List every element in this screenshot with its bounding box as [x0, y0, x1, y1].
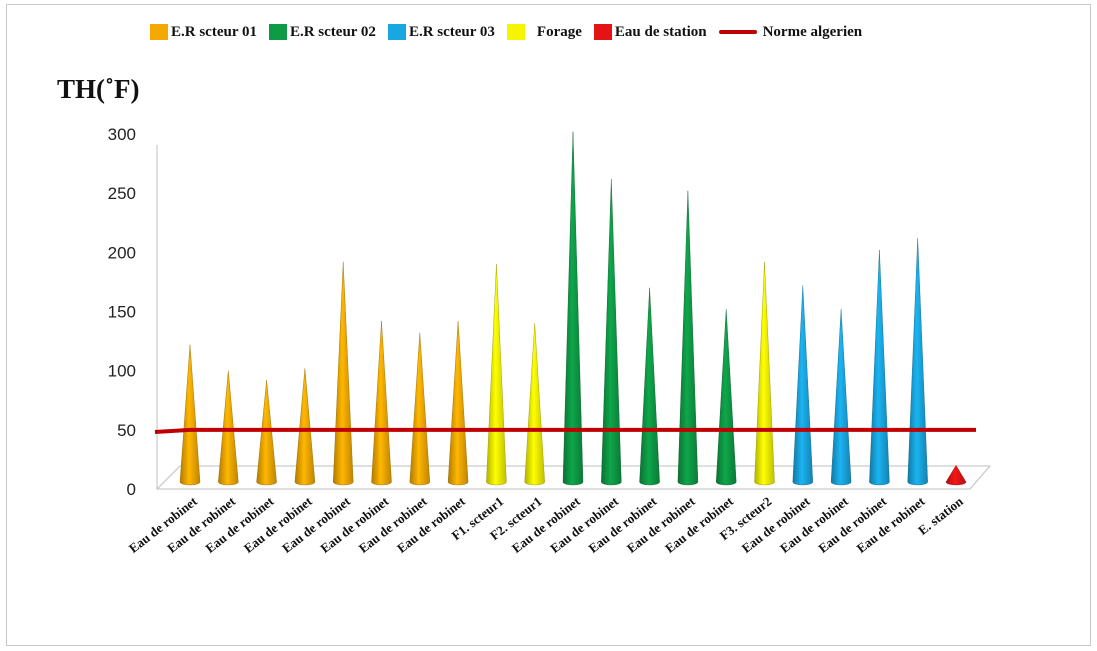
bar: [869, 249, 890, 486]
bar: [715, 309, 737, 486]
y-tick-label: 50: [117, 421, 136, 440]
legend-item-secteur-02: E.R scteur 02: [268, 23, 376, 41]
y-tick-label: 250: [108, 184, 136, 203]
bar: [677, 190, 699, 486]
chart-frame: [6, 4, 1091, 646]
bar: [218, 370, 239, 486]
legend-label-secteur-03: E.R scteur 03: [408, 23, 495, 40]
bar: [371, 320, 392, 486]
y-tick-label: 0: [127, 480, 136, 499]
bar: [447, 320, 469, 486]
bar: [639, 287, 660, 486]
legend-label-norme: Norme algerien: [762, 23, 863, 40]
y-tick-label: 300: [108, 125, 136, 144]
y-tick-label: 200: [108, 243, 136, 262]
legend-item-secteur-03: E.R scteur 03: [387, 23, 495, 41]
legend-label-station: Eau de station: [614, 23, 707, 40]
y-axis-title: TH(˚F): [57, 74, 140, 104]
legend-label-secteur-01: E.R scteur 01: [171, 23, 257, 40]
legend-item-station: Eau de station: [593, 23, 707, 41]
legend-label-forage: Forage: [536, 23, 582, 40]
bar: [830, 309, 852, 486]
bar: [409, 332, 431, 486]
reference-line-norme: [154, 427, 976, 434]
bar: [294, 368, 316, 486]
bar: [601, 178, 622, 486]
legend-item-norme: Norme algerien: [718, 23, 863, 41]
legend-swatch-secteur-03: [387, 24, 406, 40]
legend-label-secteur-02: E.R scteur 02: [289, 23, 376, 40]
legend-swatch-forage: [506, 24, 525, 40]
legend-item-secteur-01: E.R scteur 01: [150, 24, 257, 41]
bar: [754, 261, 775, 486]
legend-swatch-station: [593, 24, 612, 40]
bar: [792, 285, 814, 486]
bar: [562, 131, 584, 486]
bar: [524, 323, 545, 486]
bar: [945, 464, 967, 486]
y-tick-label: 100: [108, 362, 136, 381]
legend-line-norme: [718, 30, 757, 34]
legend-item-forage: Forage: [506, 23, 582, 41]
legend-swatch-secteur-01: [150, 24, 168, 40]
bar: [256, 380, 277, 486]
bar: [486, 264, 507, 486]
bar: [907, 238, 928, 486]
legend: E.R scteur 01 E.R scteur 02 E.R scteur 0…: [150, 20, 874, 44]
legend-swatch-secteur-02: [268, 24, 287, 40]
bar: [332, 261, 354, 486]
y-tick-label: 150: [108, 303, 136, 322]
bar: [179, 344, 201, 486]
